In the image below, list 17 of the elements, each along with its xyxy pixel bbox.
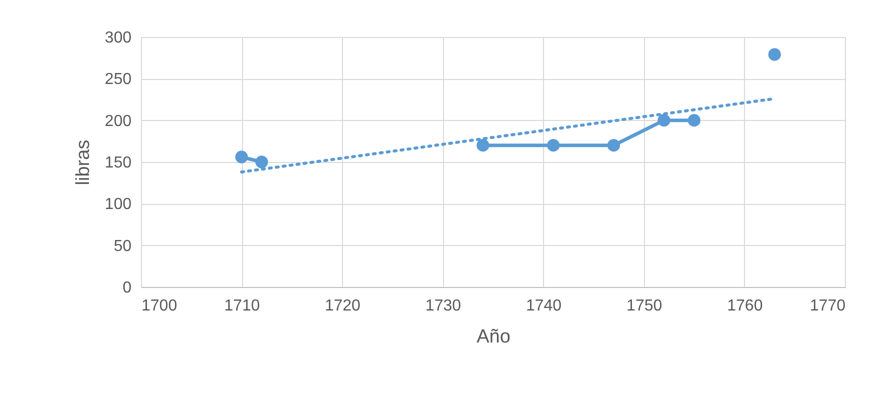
y-axis-title: libras (72, 140, 94, 186)
y-tick-label: 300 (104, 30, 132, 46)
x-tick-label: 1720 (324, 298, 361, 314)
y-tick-label: 100 (104, 196, 132, 214)
y-tick-label: 50 (114, 238, 132, 255)
x-tick-label: 1710 (224, 298, 260, 314)
x-tick-label: 1730 (425, 298, 462, 314)
y-tick-label: 250 (104, 71, 132, 88)
x-tick-label: 1700 (142, 298, 178, 314)
y-tick-label: 0 (122, 280, 132, 296)
y-tick-label: 200 (104, 112, 132, 130)
x-tick-label: 1760 (727, 298, 763, 314)
x-tick-label: 1740 (526, 298, 562, 314)
x-tick-label: 1750 (626, 298, 662, 314)
y-tick-label: 150 (104, 154, 132, 172)
x-tick-label: 1770 (810, 298, 846, 314)
x-axis-title: Año (476, 326, 510, 348)
